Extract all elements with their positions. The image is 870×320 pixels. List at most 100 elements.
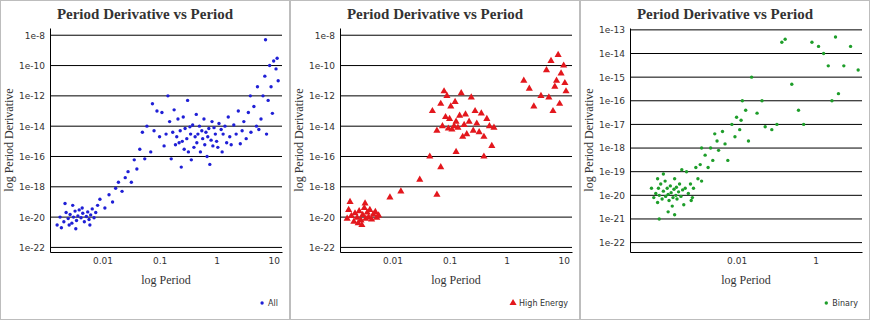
- axis-line: [341, 252, 573, 253]
- point: [453, 117, 460, 123]
- axis-line: [50, 29, 51, 253]
- point: [225, 141, 228, 144]
- point: [556, 100, 563, 106]
- point: [650, 187, 653, 190]
- point: [86, 210, 89, 213]
- point: [480, 133, 487, 139]
- point: [160, 111, 163, 114]
- tick: 1e-18: [599, 143, 630, 153]
- chart-title: Period Derivative vs Period: [57, 6, 234, 22]
- point: [739, 119, 742, 122]
- tick: 0.1: [443, 252, 457, 266]
- point: [208, 163, 211, 166]
- point: [130, 181, 133, 184]
- grid-line: [340, 65, 572, 66]
- point: [175, 135, 178, 138]
- chart-title: Period Derivative vs Period: [347, 6, 524, 22]
- point: [103, 206, 106, 209]
- panel-border: [291, 1, 580, 320]
- point: [657, 187, 660, 190]
- point: [183, 127, 186, 130]
- grid-line: [340, 156, 572, 157]
- point: [199, 150, 202, 153]
- y-axis-title: log Period Derivative: [582, 88, 596, 191]
- point: [180, 165, 183, 168]
- point: [88, 223, 91, 226]
- point: [257, 128, 260, 131]
- point: [770, 128, 773, 131]
- point: [209, 138, 212, 141]
- point: [700, 179, 703, 182]
- point: [92, 216, 95, 219]
- point: [249, 131, 252, 134]
- tick-label: 10: [558, 256, 570, 266]
- grid-line: [50, 247, 282, 248]
- grid-line: [340, 247, 572, 248]
- point: [269, 85, 272, 88]
- tick: 10: [558, 252, 570, 266]
- point: [443, 92, 450, 98]
- point: [671, 204, 674, 207]
- tick-label: 10: [268, 256, 280, 266]
- grid-line: [630, 124, 862, 125]
- tick-label: 1e-18: [19, 182, 45, 192]
- point: [472, 107, 479, 113]
- point: [67, 223, 70, 226]
- point: [700, 146, 703, 149]
- grid-line: [630, 218, 862, 219]
- point: [155, 109, 158, 112]
- tick-label: 1e-22: [19, 243, 45, 253]
- tick: 1e-10: [309, 61, 340, 71]
- grid-line: [630, 100, 862, 101]
- legend-label: All: [268, 299, 278, 308]
- point: [346, 198, 353, 204]
- point: [673, 177, 676, 180]
- tick-label: 1e-10: [19, 61, 45, 71]
- tick: 1e-19: [599, 167, 630, 177]
- point: [549, 107, 556, 113]
- point: [274, 67, 277, 70]
- grid-line: [630, 148, 862, 149]
- legend-item: Binary: [825, 299, 859, 308]
- point: [193, 135, 196, 138]
- point: [171, 131, 174, 134]
- point: [678, 182, 681, 185]
- point: [817, 45, 820, 48]
- point: [170, 157, 173, 160]
- x-axis-title: log Period: [721, 273, 771, 287]
- tick: 1: [214, 252, 220, 266]
- tick: 1e-12: [309, 91, 340, 101]
- panel-border: [581, 1, 870, 320]
- point: [703, 153, 706, 156]
- point: [72, 215, 75, 218]
- point: [149, 150, 152, 153]
- point: [81, 212, 84, 215]
- panel-border: [1, 1, 290, 320]
- legend-marker: [825, 301, 828, 304]
- point: [179, 129, 182, 132]
- point: [694, 166, 697, 169]
- x-axis-title: log Period: [431, 273, 481, 287]
- point: [775, 123, 778, 126]
- point: [186, 99, 189, 102]
- tick-label: 1: [813, 256, 819, 266]
- tick: 1e-10: [19, 61, 50, 71]
- grid-line: [630, 29, 862, 30]
- point: [837, 92, 840, 95]
- point: [232, 123, 235, 126]
- point: [203, 143, 206, 146]
- point: [856, 68, 859, 71]
- tick-label: 1e-21: [599, 214, 625, 224]
- point: [723, 142, 726, 145]
- legend-item: All: [260, 299, 278, 308]
- point: [120, 190, 123, 193]
- point: [256, 85, 259, 88]
- point: [135, 167, 138, 170]
- point: [176, 117, 179, 120]
- point: [760, 99, 763, 102]
- point: [189, 132, 192, 135]
- point: [545, 93, 552, 99]
- point: [689, 182, 692, 185]
- tick-label: 1e-12: [19, 91, 45, 101]
- point: [456, 111, 463, 117]
